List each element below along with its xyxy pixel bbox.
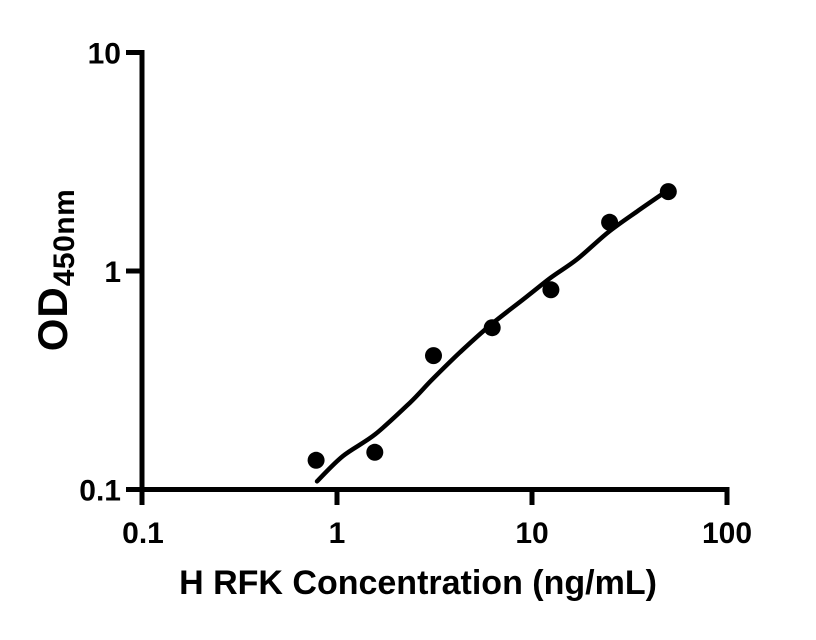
data-point	[307, 451, 325, 469]
y-tick-label: 0.1	[79, 475, 121, 508]
y-tick-label: 10	[88, 38, 121, 71]
x-axis-title: H RFK Concentration (ng/mL)	[179, 564, 657, 602]
data-point	[601, 213, 619, 231]
x-tick-label: 0.1	[122, 517, 164, 550]
data-point	[425, 347, 442, 365]
y-tick-label: 1	[104, 256, 121, 289]
data-point	[366, 443, 384, 461]
data-point	[659, 183, 677, 201]
data-point	[542, 281, 560, 299]
y-axis-title: OD 450nm	[29, 150, 89, 390]
fit-curve	[314, 189, 669, 484]
x-tick-label: 1	[329, 517, 346, 550]
y-axis-title-main: OD	[29, 286, 76, 352]
x-tick-label: 100	[702, 517, 752, 550]
y-axis-title-subscript: 450nm	[48, 188, 81, 287]
data-point	[483, 319, 501, 337]
x-tick-label: 10	[515, 517, 548, 550]
